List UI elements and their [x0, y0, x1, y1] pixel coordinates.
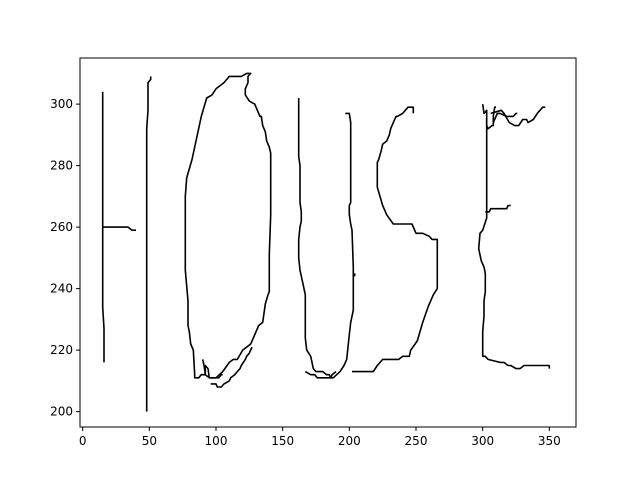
series-line-5	[201, 359, 223, 379]
series-line-2	[102, 226, 136, 231]
series-line-7	[297, 98, 355, 379]
x-tick-label: 150	[271, 434, 294, 448]
series-line-11	[481, 103, 496, 130]
series-line-1	[101, 91, 105, 363]
x-tick-label: 0	[79, 434, 87, 448]
x-tick-label: 100	[205, 434, 228, 448]
series-line-6	[210, 346, 253, 388]
series-line-14	[490, 106, 546, 127]
y-tick-label: 260	[50, 220, 73, 234]
x-tick-label: 250	[405, 434, 428, 448]
y-tick-label: 220	[50, 343, 73, 357]
plot-lines	[101, 72, 551, 412]
y-tick-label: 280	[50, 159, 73, 173]
y-axis: 200 220 240 260 280 300	[50, 97, 80, 419]
series-line-13	[485, 204, 511, 213]
x-tick-label: 350	[538, 434, 561, 448]
series-line-3	[145, 76, 152, 412]
series-line-9	[352, 106, 439, 373]
y-tick-label: 300	[50, 97, 73, 111]
series-line-15	[492, 112, 518, 123]
x-tick-label: 50	[142, 434, 157, 448]
y-tick-label: 200	[50, 405, 73, 419]
x-axis: 0 50 100 150 200 250 300 350	[79, 427, 561, 448]
series-line-4	[184, 72, 272, 379]
series-line-8	[304, 370, 337, 379]
y-tick-label: 240	[50, 282, 73, 296]
x-tick-label: 200	[338, 434, 361, 448]
series-line-12	[477, 119, 551, 370]
axes-frame	[79, 57, 577, 428]
x-tick-label: 300	[471, 434, 494, 448]
